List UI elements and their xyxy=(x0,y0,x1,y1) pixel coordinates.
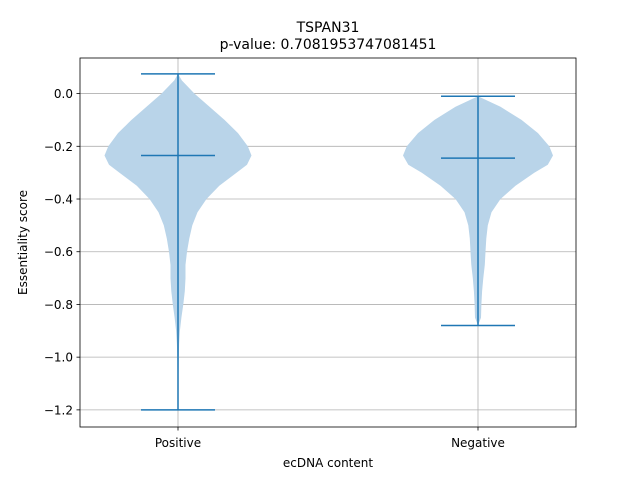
y-tick-label: −1.0 xyxy=(44,351,73,365)
ticks: 0.0 −0.2 −0.4 −0.6 −0.8 −1.0 −1.2 Positive Negat… xyxy=(44,87,505,450)
x-tick-label: Positive xyxy=(155,436,201,450)
violins xyxy=(104,73,553,411)
chart-subtitle: p-value: 0.7081953747081451 xyxy=(220,37,437,53)
x-tick-label: Negative xyxy=(451,436,505,450)
y-tick-label: −0.8 xyxy=(44,298,73,312)
chart-title: TSPAN31 xyxy=(296,20,360,36)
y-tick-label: −0.6 xyxy=(44,245,73,259)
y-tick-label: −0.4 xyxy=(44,193,73,207)
y-tick-label: −1.2 xyxy=(44,403,73,417)
y-tick-label: −0.2 xyxy=(44,140,73,154)
y-axis-label: Essentiality score xyxy=(16,190,30,295)
x-axis-label: ecDNA content xyxy=(283,456,373,470)
y-tick-label: 0.0 xyxy=(54,87,73,101)
plot-frame xyxy=(79,57,577,428)
